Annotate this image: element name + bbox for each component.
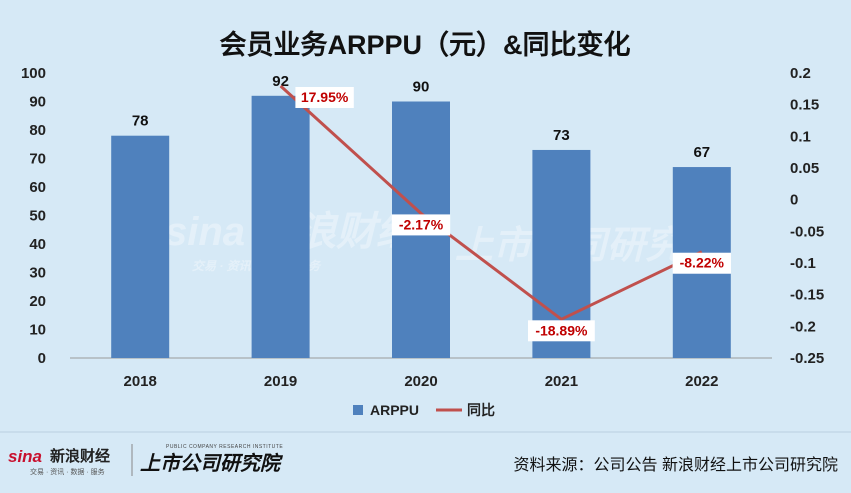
y-right-tick-label: 0 (790, 192, 798, 209)
bar-data-labels: 78 92 90 73 67 (132, 73, 710, 161)
y-right-tick-label: -0.1 (790, 255, 816, 272)
x-tick-label: 2022 (685, 373, 718, 390)
footer-brand-name: 新浪财经 (50, 447, 110, 465)
y-right-tick-label: -0.15 (790, 287, 824, 304)
chart-title: 会员业务ARPPU（元）&同比变化 (219, 29, 630, 60)
line-data-label-box (672, 252, 731, 274)
footer-sina-logo: sina (8, 447, 42, 466)
y-right-tick-label: 0.2 (790, 65, 811, 82)
bar-data-label: 67 (693, 144, 710, 161)
y-axis-right: -0.25 -0.2 -0.15 -0.1 -0.05 0 0.05 0.1 0.15 0.2 (790, 65, 824, 367)
y-left-tick-label: 90 (29, 94, 46, 111)
y-left-tick-label: 50 (29, 208, 46, 225)
line-data-label: -8.22% (680, 255, 725, 271)
line-data-label-box (528, 320, 595, 342)
bar-data-label: 78 (132, 113, 149, 130)
y-left-tick-label: 80 (29, 122, 46, 139)
legend-swatch-arppu (353, 405, 363, 415)
footer-institute-en: PUBLIC COMPANY RESEARCH INSTITUTE (166, 444, 283, 450)
bar-series (111, 95, 731, 359)
x-axis-labels: 2018 2019 2020 2021 2022 (124, 373, 719, 390)
y-right-tick-label: 0.1 (790, 128, 811, 145)
footer-brand-sub: 交易 · 资讯 · 数据 · 服务 (30, 467, 105, 476)
y-left-tick-label: 10 (29, 322, 46, 339)
y-left-tick-label: 30 (29, 265, 46, 282)
y-right-tick-label: -0.25 (790, 350, 824, 367)
y-right-tick-label: -0.05 (790, 223, 824, 240)
y-right-tick-label: 0.05 (790, 160, 819, 177)
y-right-tick-label: -0.2 (790, 318, 816, 335)
y-left-tick-label: 0 (38, 350, 46, 367)
y-left-tick-label: 70 (29, 151, 46, 168)
bar-data-label: 92 (272, 73, 289, 90)
bar-arppu-2018 (111, 135, 170, 358)
x-tick-label: 2020 (404, 373, 437, 390)
line-data-labels: 17.95% -2.17% -18.89% -8.22% (295, 86, 731, 342)
line-data-label-group: -18.89% (528, 320, 595, 342)
legend-label-arppu: ARPPU (370, 402, 419, 418)
y-left-tick-label: 40 (29, 236, 46, 253)
legend: ARPPU 同比 (353, 402, 495, 418)
line-data-label: 17.95% (301, 89, 349, 105)
y-right-tick-label: 0.15 (790, 97, 819, 114)
x-tick-label: 2018 (124, 373, 157, 390)
footer-institute: 上市公司研究院 (140, 452, 284, 475)
footer-source: 资料来源：公司公告 新浪财经上市公司研究院 (514, 456, 838, 474)
y-left-tick-label: 60 (29, 179, 46, 196)
y-left-tick-label: 100 (21, 65, 46, 82)
y-left-tick-label: 20 (29, 293, 46, 310)
bar-arppu-2019 (251, 95, 310, 359)
line-data-label-box (295, 86, 354, 108)
line-data-label: -18.89% (535, 322, 588, 338)
bar-data-label: 73 (553, 127, 570, 144)
line-yoy (279, 84, 703, 322)
legend-label-yoy: 同比 (467, 402, 495, 418)
line-series (279, 84, 703, 322)
line-data-label-group: -8.22% (672, 252, 731, 274)
line-data-label-group: -2.17% (391, 214, 451, 236)
line-data-label-box (391, 214, 451, 236)
line-data-label-group: 17.95% (295, 86, 354, 108)
x-tick-label: 2021 (545, 373, 578, 390)
y-axis-left: 0 10 20 30 40 50 60 70 80 90 100 (21, 65, 46, 367)
footer: sina 新浪财经 交易 · 资讯 · 数据 · 服务 PUBLIC COMPA… (0, 431, 851, 476)
x-tick-label: 2019 (264, 373, 297, 390)
line-data-label: -2.17% (399, 216, 444, 232)
bar-data-label: 90 (413, 79, 430, 96)
